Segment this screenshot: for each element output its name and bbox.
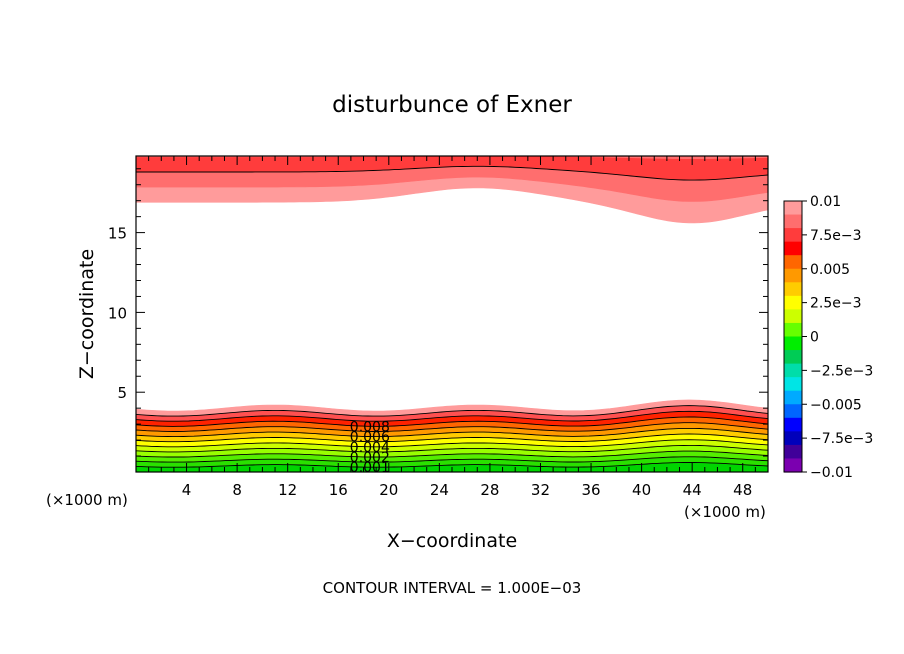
contour-line (136, 433, 768, 443)
colorbar-swatch (784, 444, 802, 460)
colorbar-tick-label: 0.01 (810, 194, 841, 210)
colorbar-tick-label: 0.005 (810, 262, 850, 278)
colorbar-swatch (784, 363, 802, 378)
y-tick-label: 15 (108, 225, 127, 243)
x-tick-label: 16 (329, 481, 348, 499)
y-tick-label: 10 (108, 304, 127, 322)
colorbar-swatch (784, 268, 802, 283)
x-axis-ticks: 4 8 12 16 20 24 28 32 36 40 44 48 (148, 156, 756, 499)
x-tick-label: 44 (683, 481, 702, 499)
colorbar-tick-label: −0.005 (810, 397, 862, 413)
colorbar-swatch (784, 336, 802, 351)
y-axis-label: Z−coordinate (76, 249, 98, 379)
contour-label: 0.004 (350, 440, 390, 456)
colorbar-tick-label: 0 (810, 330, 819, 346)
contour-band-upper (136, 156, 768, 159)
contour-line (136, 450, 768, 458)
contour-line (136, 439, 768, 448)
x-tick-label: 36 (581, 481, 600, 499)
colorbar-swatch (784, 241, 802, 256)
colorbar-swatch (784, 322, 802, 338)
colorbar-swatch (784, 214, 802, 229)
contour-line (136, 462, 768, 468)
x-tick-label: 24 (430, 481, 449, 499)
contour-line (136, 456, 768, 463)
colorbar-swatch (784, 417, 802, 432)
colorbar-tick-label: −2.5e−3 (810, 363, 873, 379)
colorbar-swatch (784, 295, 802, 310)
x-tick-label: 28 (480, 481, 499, 499)
colorbar-tick-label: −0.01 (810, 465, 853, 481)
y-tick-label: 5 (117, 384, 127, 402)
colorbar-swatch (784, 201, 802, 216)
colorbar: 0.01 7.5e−3 0.005 2.5e−3 0 −2.5e−3 −0.005 −7.5e… (783, 194, 873, 481)
x-unit-right: (×1000 m) (684, 503, 766, 521)
colorbar-tick-label: 2.5e−3 (810, 296, 862, 312)
contour-line (136, 416, 768, 427)
contour-line (136, 405, 768, 417)
chart-title: disturbunce of Exner (332, 92, 572, 118)
colorbar-swatch (784, 255, 802, 270)
contour-lines (136, 165, 768, 468)
contour-line (136, 410, 768, 422)
colorbar-tick-label: −7.5e−3 (810, 431, 873, 447)
x-tick-label: 12 (278, 481, 297, 499)
contour-line (136, 427, 768, 438)
contour-line (136, 444, 768, 453)
colorbar-swatch (784, 458, 802, 473)
colorbar-swatch (784, 282, 802, 297)
colorbar-swatch (784, 390, 802, 405)
contour-interval-note: CONTOUR INTERVAL = 1.000E−03 (323, 579, 582, 597)
contour-label: 0.008 (350, 419, 390, 435)
colorbar-swatch (784, 404, 802, 419)
x-tick-label: 8 (232, 481, 242, 499)
contour-line (136, 422, 768, 432)
x-tick-label: 4 (182, 481, 192, 499)
contour-fills (136, 156, 768, 472)
contour-label: 0.002 (350, 450, 390, 466)
colorbar-tick-label: 7.5e−3 (810, 228, 862, 244)
x-tick-label: 20 (379, 481, 398, 499)
colorbar-swatch (784, 228, 802, 243)
x-unit-left: (×1000 m) (46, 491, 128, 509)
x-tick-label: 32 (531, 481, 550, 499)
colorbar-swatch (784, 309, 802, 324)
contour-label: 0.001 (350, 460, 390, 476)
x-tick-label: 48 (733, 481, 752, 499)
contour-label: 0.006 (350, 430, 390, 446)
x-axis-label: X−coordinate (387, 530, 517, 552)
contour-line (136, 165, 768, 181)
colorbar-swatch (784, 431, 802, 446)
contour-band-lower (136, 462, 768, 472)
x-tick-label: 40 (632, 481, 651, 499)
y-axis-ticks: 5 10 15 (108, 168, 768, 457)
colorbar-swatch (784, 377, 802, 392)
colorbar-swatch (784, 350, 802, 365)
